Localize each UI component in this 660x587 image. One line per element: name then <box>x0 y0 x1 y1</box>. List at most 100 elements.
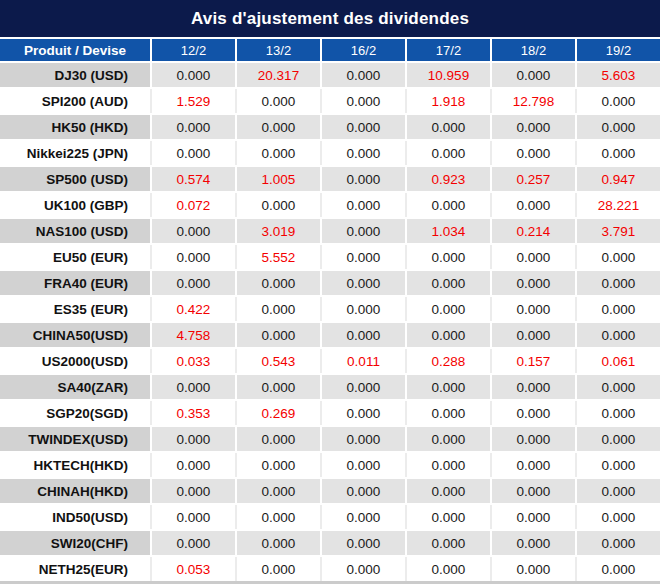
value-cell: 0.000 <box>236 504 321 530</box>
value-cell: 0.000 <box>321 140 406 166</box>
value-cell: 0.000 <box>406 322 491 348</box>
value-cell: 1.529 <box>151 88 236 114</box>
value-cell: 0.000 <box>321 192 406 218</box>
value-cell: 0.000 <box>321 62 406 88</box>
value-cell: 0.000 <box>406 556 491 583</box>
value-cell: 0.000 <box>236 270 321 296</box>
value-cell: 3.791 <box>576 218 660 244</box>
value-cell: 0.000 <box>491 296 576 322</box>
value-cell: 0.000 <box>576 114 660 140</box>
value-cell: 0.000 <box>576 88 660 114</box>
product-cell: SA40(ZAR) <box>0 374 151 400</box>
product-cell: EU50 (EUR) <box>0 244 151 270</box>
value-cell: 0.000 <box>321 400 406 426</box>
product-cell: HKTECH(HKD) <box>0 452 151 478</box>
value-cell: 0.000 <box>491 400 576 426</box>
value-cell: 0.214 <box>491 218 576 244</box>
value-cell: 0.257 <box>491 166 576 192</box>
table-row: NETH25(EUR)0.0530.0000.0000.0000.0000.00… <box>0 556 660 583</box>
product-cell: TWINDEX(USD) <box>0 426 151 452</box>
value-cell: 0.000 <box>151 140 236 166</box>
date-column-header: 18/2 <box>491 39 576 62</box>
product-cell: SP500 (USD) <box>0 166 151 192</box>
table-row: SWI20(CHF)0.0000.0000.0000.0000.0000.000 <box>0 530 660 556</box>
value-cell: 0.000 <box>236 192 321 218</box>
value-cell: 0.000 <box>491 374 576 400</box>
value-cell: 0.000 <box>321 88 406 114</box>
value-cell: 0.000 <box>491 322 576 348</box>
value-cell: 0.000 <box>236 88 321 114</box>
product-cell: SPI200 (AUD) <box>0 88 151 114</box>
value-cell: 0.000 <box>321 296 406 322</box>
value-cell: 0.000 <box>576 322 660 348</box>
value-cell: 0.269 <box>236 400 321 426</box>
value-cell: 0.000 <box>151 504 236 530</box>
date-column-header: 12/2 <box>151 39 236 62</box>
table-row: EU50 (EUR)0.0005.5520.0000.0000.0000.000 <box>0 244 660 270</box>
value-cell: 0.000 <box>321 374 406 400</box>
value-cell: 0.000 <box>236 114 321 140</box>
value-cell: 3.019 <box>236 218 321 244</box>
value-cell: 0.000 <box>576 270 660 296</box>
value-cell: 0.000 <box>151 244 236 270</box>
value-cell: 0.000 <box>576 374 660 400</box>
value-cell: 0.000 <box>406 270 491 296</box>
value-cell: 0.000 <box>576 426 660 452</box>
header-row: Produit / Devise12/213/216/217/218/219/2 <box>0 39 660 62</box>
value-cell: 0.000 <box>491 62 576 88</box>
value-cell: 0.000 <box>406 374 491 400</box>
value-cell: 0.157 <box>491 348 576 374</box>
value-cell: 0.000 <box>151 62 236 88</box>
value-cell: 0.000 <box>576 504 660 530</box>
value-cell: 0.000 <box>321 244 406 270</box>
product-cell: SWI20(CHF) <box>0 530 151 556</box>
product-cell: IND50(USD) <box>0 504 151 530</box>
table-row: SGP20(SGD)0.3530.2690.0000.0000.0000.000 <box>0 400 660 426</box>
value-cell: 4.758 <box>151 322 236 348</box>
value-cell: 0.000 <box>491 530 576 556</box>
product-cell: NAS100 (USD) <box>0 218 151 244</box>
value-cell: 0.000 <box>491 426 576 452</box>
value-cell: 0.000 <box>236 530 321 556</box>
value-cell: 0.000 <box>236 452 321 478</box>
table-row: US2000(USD)0.0330.5430.0110.2880.1570.06… <box>0 348 660 374</box>
value-cell: 0.000 <box>491 556 576 583</box>
value-cell: 0.000 <box>151 452 236 478</box>
value-cell: 0.000 <box>491 192 576 218</box>
product-cell: HK50 (HKD) <box>0 114 151 140</box>
value-cell: 0.000 <box>491 452 576 478</box>
value-cell: 20.317 <box>236 62 321 88</box>
product-cell: ES35 (EUR) <box>0 296 151 322</box>
product-cell: NETH25(EUR) <box>0 556 151 583</box>
product-column-header: Produit / Devise <box>0 39 151 62</box>
value-cell: 0.000 <box>321 166 406 192</box>
table-row: CHINA50(USD)4.7580.0000.0000.0000.0000.0… <box>0 322 660 348</box>
value-cell: 0.000 <box>151 374 236 400</box>
value-cell: 0.000 <box>576 140 660 166</box>
value-cell: 0.000 <box>406 244 491 270</box>
value-cell: 0.000 <box>406 400 491 426</box>
table-row: HKTECH(HKD)0.0000.0000.0000.0000.0000.00… <box>0 452 660 478</box>
value-cell: 0.000 <box>576 400 660 426</box>
dividends-table: Produit / Devise12/213/216/217/218/219/2… <box>0 39 660 584</box>
value-cell: 0.000 <box>576 530 660 556</box>
date-column-header: 13/2 <box>236 39 321 62</box>
product-cell: FRA40 (EUR) <box>0 270 151 296</box>
value-cell: 0.000 <box>406 530 491 556</box>
value-cell: 12.798 <box>491 88 576 114</box>
table-row: IND50(USD)0.0000.0000.0000.0000.0000.000 <box>0 504 660 530</box>
value-cell: 0.000 <box>236 426 321 452</box>
value-cell: 0.000 <box>236 296 321 322</box>
value-cell: 0.000 <box>406 140 491 166</box>
value-cell: 0.000 <box>321 556 406 583</box>
value-cell: 0.072 <box>151 192 236 218</box>
value-cell: 0.288 <box>406 348 491 374</box>
table-row: UK100 (GBP)0.0720.0000.0000.0000.00028.2… <box>0 192 660 218</box>
date-column-header: 17/2 <box>406 39 491 62</box>
value-cell: 0.000 <box>576 452 660 478</box>
table-row: FRA40 (EUR)0.0000.0000.0000.0000.0000.00… <box>0 270 660 296</box>
value-cell: 0.000 <box>321 218 406 244</box>
value-cell: 0.011 <box>321 348 406 374</box>
table-row: NAS100 (USD)0.0003.0190.0001.0340.2143.7… <box>0 218 660 244</box>
value-cell: 0.000 <box>576 244 660 270</box>
